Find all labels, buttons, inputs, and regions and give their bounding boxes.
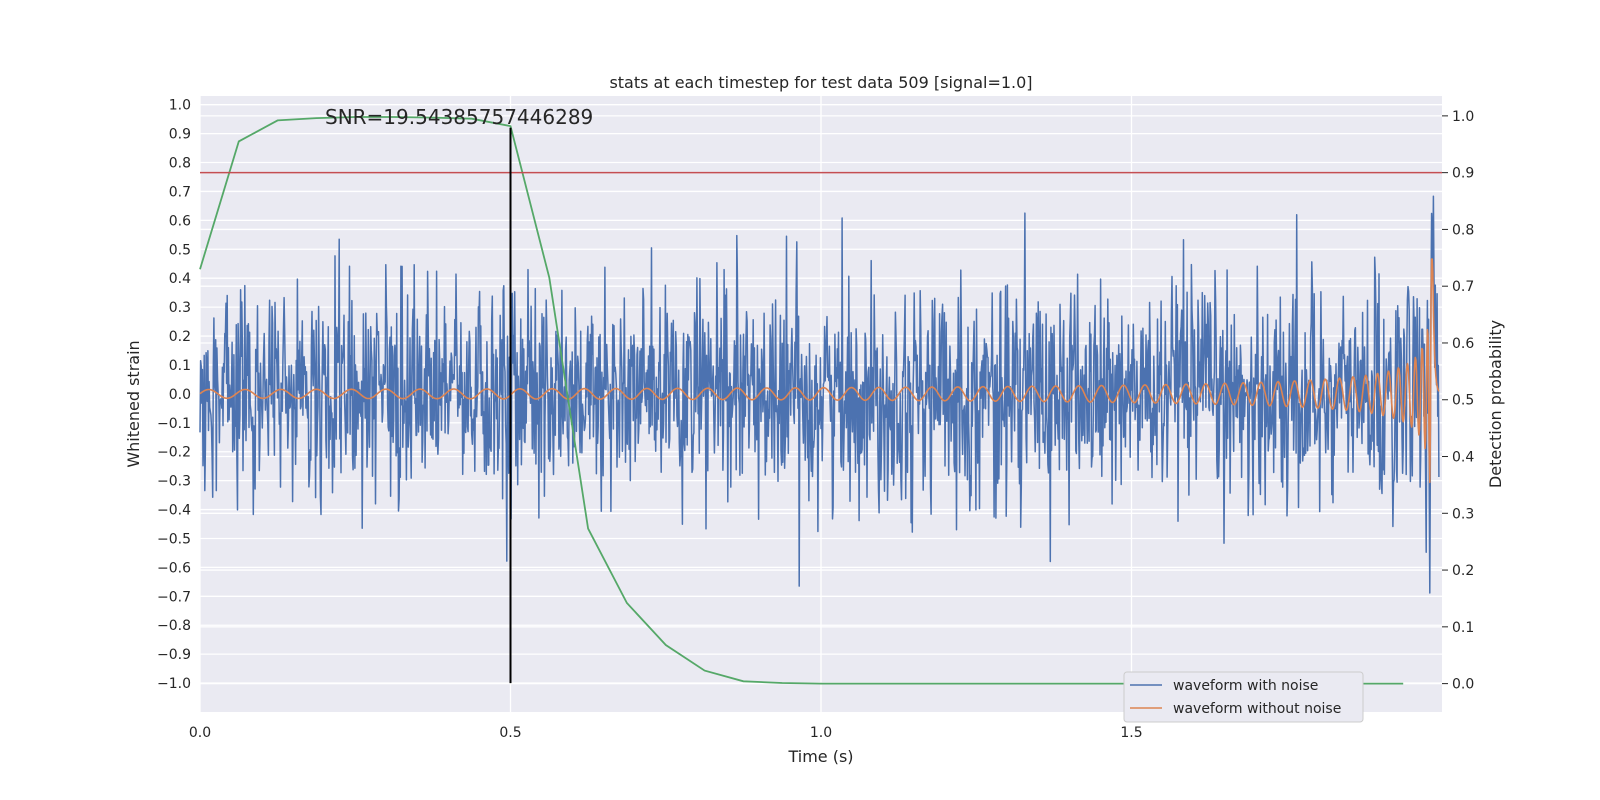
y-tick-label: 0.9 bbox=[169, 127, 191, 143]
legend-label-clean: waveform without noise bbox=[1173, 701, 1341, 717]
y-tick-label: −0.3 bbox=[157, 474, 191, 490]
y-tick-label: −0.9 bbox=[157, 647, 191, 663]
x-tick-labels: 0.0 0.5 1.0 1.5 bbox=[189, 725, 1143, 741]
y-tick-label: 0.7 bbox=[169, 184, 191, 200]
x-tick-label: 1.5 bbox=[1120, 725, 1142, 741]
y-tick-label: 0.0 bbox=[169, 387, 191, 403]
y-tick-label: 0.6 bbox=[169, 213, 191, 229]
left-tick-labels: 1.0 0.9 0.8 0.7 0.6 0.5 0.4 0.3 0.2 0.1 0.0 −0.1 −0.… bbox=[157, 98, 191, 692]
y-tick-label: 0.1 bbox=[169, 358, 191, 374]
y-axis-label: Whitened strain bbox=[124, 340, 143, 467]
y-right-tick-label: 0.9 bbox=[1452, 166, 1474, 182]
x-tick-label: 0.5 bbox=[499, 725, 521, 741]
y-right-tick-label: 1.0 bbox=[1452, 109, 1474, 125]
y-right-tick-label: 0.6 bbox=[1452, 336, 1474, 352]
legend: waveform with noise waveform without noi… bbox=[1123, 671, 1364, 723]
x-tick-label: 0.0 bbox=[189, 725, 211, 741]
y-tick-label: 0.8 bbox=[169, 156, 191, 172]
y-tick-label: −0.1 bbox=[157, 416, 191, 432]
series-layer bbox=[199, 195, 1440, 594]
y-tick-label: 1.0 bbox=[169, 98, 191, 114]
y-tick-label: −0.2 bbox=[157, 445, 191, 461]
y-tick-label: −0.8 bbox=[157, 618, 191, 634]
y-tick-label: 0.5 bbox=[169, 242, 191, 258]
y-right-tick-label: 0.2 bbox=[1452, 563, 1474, 579]
x-axis-label: Time (s) bbox=[787, 747, 853, 766]
clean-waveform-line bbox=[199, 258, 1440, 484]
y-axis-label-right: Detection probability bbox=[1486, 320, 1505, 488]
y-tick-label: −0.6 bbox=[157, 560, 191, 576]
y-right-tick-label: 0.4 bbox=[1452, 450, 1474, 466]
y-right-tick-label: 0.1 bbox=[1452, 620, 1474, 636]
overlay-layer bbox=[199, 116, 1442, 685]
y-right-tick-label: 0.0 bbox=[1452, 677, 1474, 693]
legend-label-noisy: waveform with noise bbox=[1173, 678, 1318, 694]
noisy-waveform-line bbox=[199, 195, 1440, 594]
snr-annotation: SNR=19.54385757446289 bbox=[325, 105, 593, 129]
right-tick-labels: 1.0 0.9 0.8 0.7 0.6 0.5 0.4 0.3 0.2 0.1 0.0 bbox=[1442, 109, 1474, 693]
y-tick-label: −0.4 bbox=[157, 503, 191, 519]
y-right-tick-label: 0.3 bbox=[1452, 506, 1474, 522]
y-right-tick-label: 0.8 bbox=[1452, 222, 1474, 238]
y-tick-label: 0.3 bbox=[169, 300, 191, 316]
y-tick-label: −0.7 bbox=[157, 589, 191, 605]
legend-box bbox=[1123, 671, 1364, 723]
chart-title: stats at each timestep for test data 509… bbox=[609, 73, 1032, 92]
y-tick-label: −1.0 bbox=[157, 676, 191, 692]
detection-probability-line bbox=[199, 116, 1404, 685]
y-tick-label: 0.2 bbox=[169, 329, 191, 345]
y-right-tick-label: 0.5 bbox=[1452, 393, 1474, 409]
x-tick-label: 1.0 bbox=[810, 725, 832, 741]
y-tick-label: 0.4 bbox=[169, 271, 191, 287]
y-right-tick-label: 0.7 bbox=[1452, 279, 1474, 295]
y-tick-label: −0.5 bbox=[157, 531, 191, 547]
